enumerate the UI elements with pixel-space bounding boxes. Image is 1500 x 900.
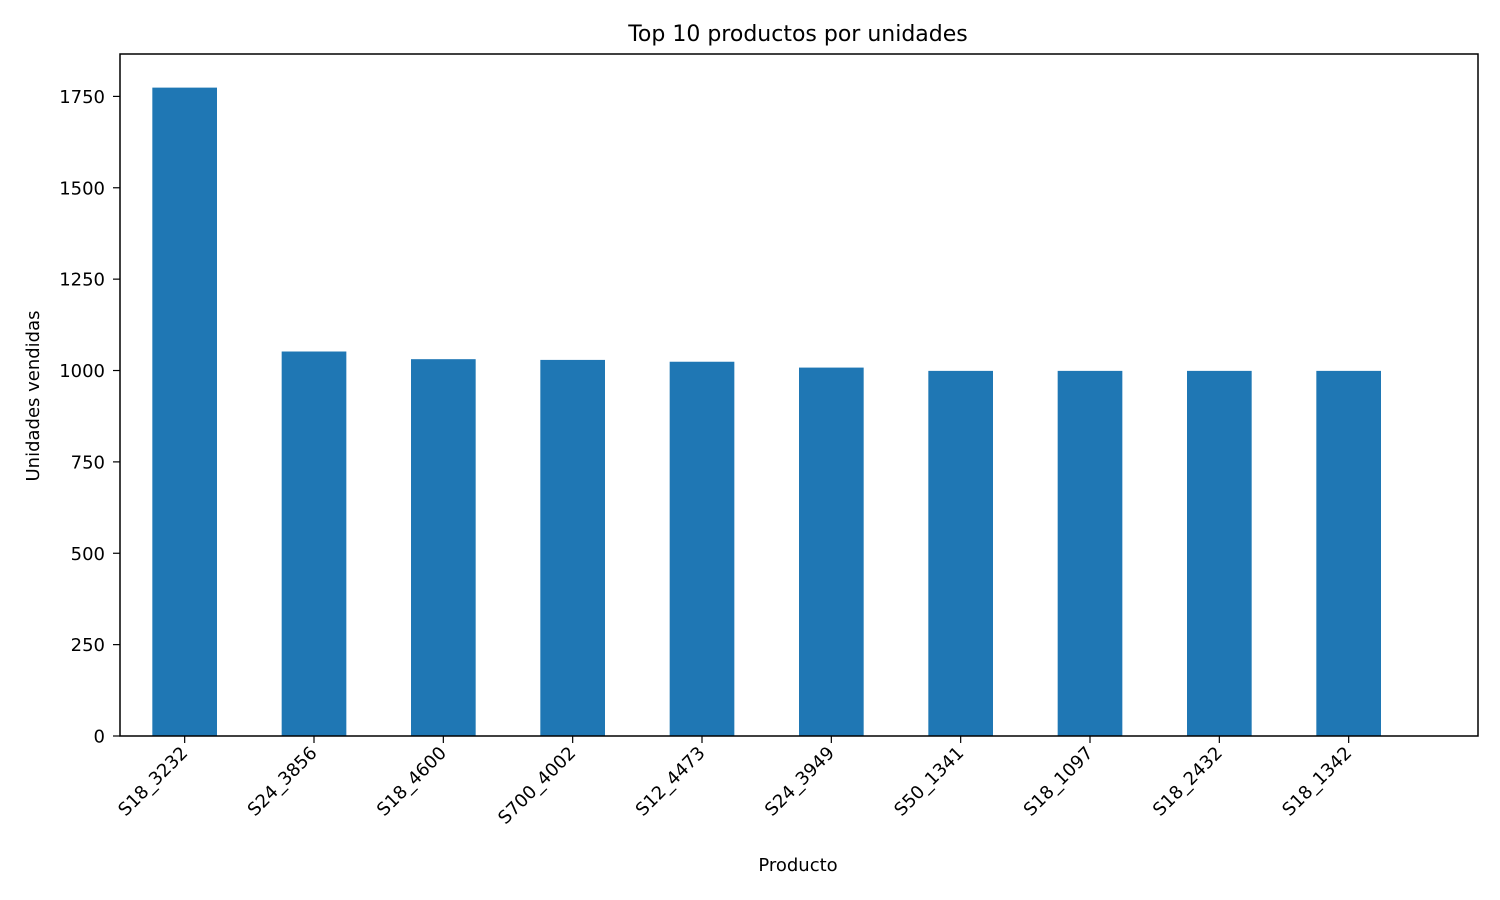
- x-axis: S18_3232 S24_3856 S18_4600 S700_4002 S12_447…: [114, 736, 1356, 829]
- x-axis-label: Producto: [758, 855, 837, 876]
- bar-S12_4473: [669, 361, 735, 736]
- y-axis-label: Unidades vendidas: [23, 310, 44, 481]
- x-tick-label: S18_4600: [373, 743, 451, 821]
- x-tick-label: S18_1097: [1020, 743, 1098, 821]
- x-tick-label: S18_1342: [1278, 743, 1356, 821]
- bar-S18_2432: [1187, 370, 1252, 736]
- x-tick-label: S24_3856: [244, 743, 322, 821]
- bar-S18_1342: [1316, 370, 1381, 736]
- bar-S24_3856: [281, 351, 347, 736]
- x-tick-label: S24_3949: [761, 743, 839, 821]
- y-tick-label: 1000: [59, 361, 105, 382]
- bar-S18_4600: [411, 359, 476, 736]
- y-tick-label: 0: [94, 727, 105, 748]
- y-tick-label: 500: [71, 544, 105, 565]
- x-tick-label: S12_4473: [632, 743, 710, 821]
- y-tick-label: 1250: [59, 270, 105, 291]
- bar-S18_1097: [1057, 370, 1123, 736]
- plot-frame: [119, 53, 1479, 737]
- y-axis: 0 250 500 750 1000 1250 1500 1750: [59, 87, 120, 748]
- x-tick-label: S18_3232: [114, 743, 192, 821]
- bar-S18_3232: [152, 87, 217, 737]
- x-tick-label: S50_1341: [890, 743, 968, 821]
- x-tick-label: S700_4002: [494, 743, 580, 829]
- x-tick-label: S18_2432: [1149, 743, 1227, 821]
- bar-S50_1341: [928, 370, 993, 736]
- y-tick-label: 1500: [59, 178, 105, 199]
- bars-group: [152, 87, 1381, 737]
- y-tick-label: 1750: [59, 87, 105, 108]
- bar-S24_3949: [799, 367, 864, 736]
- y-tick-label: 250: [71, 635, 105, 656]
- chart-title: Top 10 productos por unidades: [627, 22, 968, 47]
- y-tick-label: 750: [71, 452, 105, 473]
- bar-S700_4002: [540, 359, 605, 736]
